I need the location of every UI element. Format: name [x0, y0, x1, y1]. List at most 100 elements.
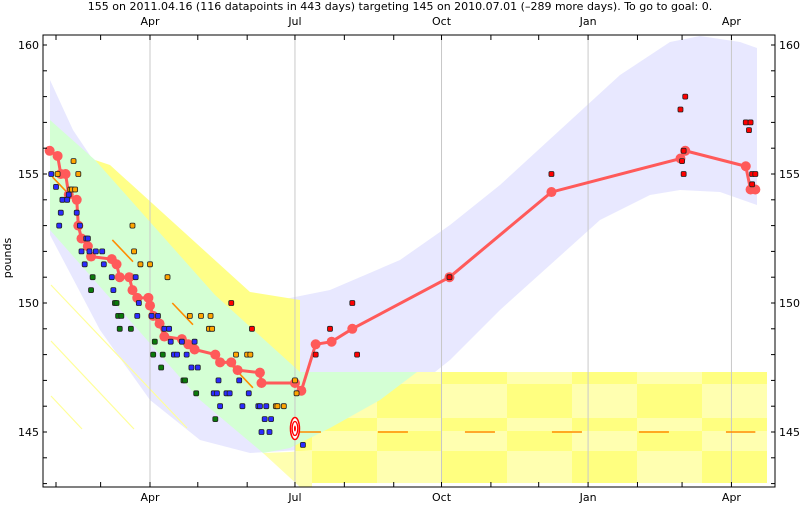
road-future-cell — [377, 431, 442, 451]
datapoint-blue — [78, 248, 85, 255]
road-future-cell — [637, 451, 702, 483]
datapoint-green — [113, 300, 120, 306]
datapoint-blue — [268, 416, 274, 423]
datapoint-red — [682, 93, 689, 100]
moving-average-point — [159, 331, 170, 342]
datapoint-blue — [178, 338, 185, 345]
grid-lines — [149, 35, 732, 487]
y-tick-label-left: 150 — [18, 297, 39, 310]
moving-average-point — [52, 150, 63, 161]
datapoints — [48, 93, 759, 448]
road-future-cell — [572, 384, 637, 418]
datapoint-orange — [147, 261, 153, 268]
datapoint-blue — [99, 248, 106, 255]
road-future-cell — [637, 418, 702, 431]
datapoint-red — [354, 351, 360, 358]
datapoint-blue — [236, 377, 243, 384]
moving-average-point — [143, 292, 154, 303]
moving-average-point — [256, 377, 267, 388]
datapoint-blue — [132, 274, 139, 281]
goal-target-middle — [291, 420, 299, 437]
datapoint-blue — [57, 209, 64, 216]
road-future-cell — [572, 431, 637, 451]
road-future-cell — [312, 451, 377, 483]
datapoint-blue — [81, 261, 88, 268]
road-future-cell — [637, 431, 702, 451]
x-tick-label-bottom: Oct — [432, 491, 452, 504]
datapoint-red — [312, 351, 319, 358]
datapoint-blue — [239, 403, 246, 410]
moving-average-point — [215, 357, 226, 368]
datapoint-red — [679, 158, 685, 165]
datapoint-orange — [129, 222, 136, 229]
datapoint-green — [116, 325, 123, 332]
moving-average-point — [60, 169, 71, 179]
road-future-cell — [702, 384, 767, 418]
moving-average-point — [114, 272, 125, 283]
y-tick-label-right: 155 — [779, 168, 800, 181]
x-tick-label-top: Jan — [579, 15, 597, 28]
datapoint-red — [548, 171, 555, 177]
background-regions — [50, 36, 767, 487]
road-future-cell — [442, 431, 507, 451]
datapoint-orange — [198, 312, 204, 319]
datapoint-red — [228, 300, 235, 306]
x-tick-label-bottom: Apr — [722, 491, 742, 504]
road-future-cell — [702, 431, 767, 451]
road-future-cell — [312, 431, 377, 451]
moving-average-point — [127, 285, 138, 296]
road-future-cell — [572, 418, 637, 431]
datapoint-green — [212, 416, 219, 423]
datapoint-blue — [194, 364, 201, 371]
datapoint-green — [150, 351, 157, 358]
datapoint-blue — [245, 390, 252, 397]
datapoint-red — [742, 119, 749, 126]
datapoint-blue — [217, 403, 223, 410]
y-tick-label-left: 155 — [18, 168, 39, 181]
datapoint-green — [151, 338, 158, 345]
datapoint-blue — [155, 312, 161, 319]
moving-average-point — [254, 367, 265, 378]
datapoint-blue — [135, 300, 142, 306]
datapoint-blue — [174, 351, 180, 358]
datapoint-blue — [59, 196, 66, 203]
datapoint-red — [446, 274, 453, 281]
datapoint-blue — [167, 338, 174, 345]
datapoint-red — [680, 171, 687, 177]
chart-title: 155 on 2011.04.16 (116 datapoints in 443… — [87, 0, 713, 13]
goal-target-center — [293, 425, 296, 432]
y-tick-label-left: 160 — [18, 39, 39, 52]
datapoint-blue — [300, 441, 306, 448]
moving-average-point — [44, 145, 55, 156]
moving-average-point — [189, 344, 200, 355]
datapoint-blue — [215, 377, 222, 384]
datapoint-blue — [100, 261, 107, 268]
datapoint-green — [89, 274, 96, 281]
road-future-cell — [507, 372, 572, 384]
datapoint-red — [677, 106, 684, 113]
moving-average-point — [71, 194, 82, 205]
datapoint-orange — [164, 274, 171, 281]
datapoint-blue — [266, 429, 273, 435]
datapoint-blue — [53, 183, 59, 190]
x-tick-label-top: Oct — [432, 15, 452, 28]
datapoint-blue — [134, 312, 141, 319]
road-future-cell — [507, 384, 572, 418]
x-tick-label-bottom: Jan — [579, 491, 597, 504]
datapoint-orange — [233, 351, 239, 358]
road-future-cell — [377, 418, 442, 431]
y-tick-label-right: 150 — [779, 297, 800, 310]
road-future-cell — [507, 418, 572, 431]
datapoint-red — [349, 300, 356, 306]
datapoint-orange — [209, 325, 216, 332]
guide-line — [50, 340, 135, 430]
datapoint-red — [746, 127, 752, 134]
guide-line — [50, 395, 83, 430]
moving-average-point — [145, 300, 155, 311]
datapoint-blue — [263, 403, 270, 410]
datapoint-orange — [131, 248, 137, 255]
moving-average-point — [546, 187, 557, 198]
datapoint-red — [327, 325, 333, 332]
datapoint-orange — [54, 171, 61, 177]
x-tick-label-bottom: Apr — [140, 491, 160, 504]
